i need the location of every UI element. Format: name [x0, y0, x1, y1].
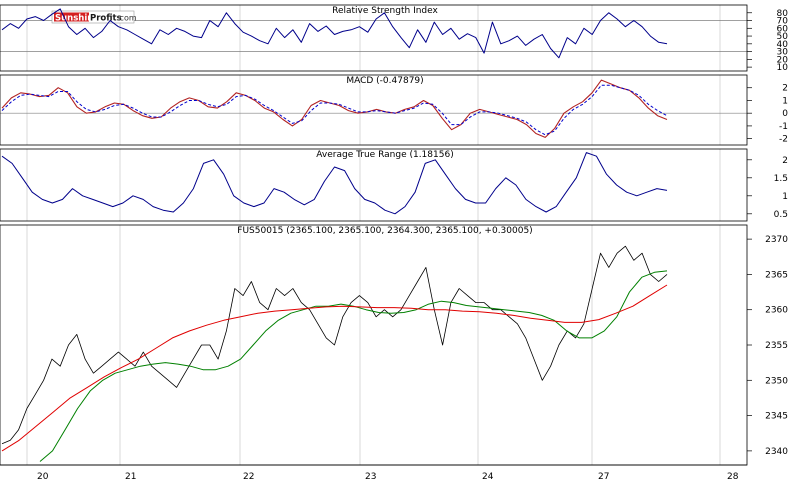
y-tick-label: 2350 — [765, 376, 788, 386]
moving-average-short-line — [39, 270, 668, 462]
rsi-title: Relative Strength Index — [332, 6, 438, 16]
y-tick-label: 2 — [782, 156, 788, 166]
y-tick-label: 2345 — [765, 412, 788, 422]
y-tick-label: 20 — [777, 55, 789, 65]
y-tick-label: 2370 — [765, 235, 788, 245]
x-tick-label-20: 20 — [37, 472, 49, 482]
x-tick-label-22: 22 — [243, 472, 254, 482]
rsi-line — [1, 8, 668, 59]
macd-line — [1, 79, 668, 138]
y-tick-label: 0.5 — [774, 210, 788, 220]
y-tick-label: 2360 — [765, 306, 788, 316]
y-tick-label: 1 — [782, 96, 788, 106]
rsi-panel-frame — [0, 4, 748, 72]
y-tick-label: -2 — [779, 135, 788, 145]
series-layer — [1, 8, 668, 462]
atr-panel-frame — [0, 148, 748, 222]
x-tick-label-23: 23 — [365, 472, 376, 482]
y-tick-label: 0 — [782, 109, 788, 119]
y-tick-label: 2365 — [765, 270, 788, 280]
x-tick-label-28: 28 — [727, 472, 739, 482]
y-tick-label: 2355 — [765, 341, 788, 351]
y-tick-label: 60 — [777, 24, 789, 34]
atr-title: Average True Range (1.18156) — [316, 150, 453, 160]
logo-text-sunshine: Sunshine — [55, 14, 99, 24]
logo-text-com: .com — [117, 14, 137, 23]
x-axis: 20 21 22 23 24 27 28 — [0, 464, 747, 482]
sunshine-profits-logo: Sunshine Profits .com — [51, 10, 137, 24]
y-tick-label: 70 — [777, 17, 789, 27]
macd-signal-line — [1, 84, 668, 136]
grid-lines — [0, 5, 747, 465]
x-tick-label-27: 27 — [598, 472, 609, 482]
macd-title: MACD (-0.47879) — [346, 76, 423, 86]
x-tick-label-21: 21 — [125, 472, 136, 482]
y-tick-label: 30 — [777, 48, 789, 58]
y-tick-label: 2340 — [765, 447, 788, 457]
macd-panel-frame — [0, 74, 748, 146]
y-tick-label: 50 — [777, 32, 789, 42]
price-line — [1, 245, 668, 445]
logo-text-profits: Profits — [90, 14, 122, 24]
y-tick-label: 1 — [782, 192, 788, 202]
atr-line — [1, 152, 668, 215]
y-tick-label: 80 — [777, 9, 789, 19]
y-tick-label: 40 — [777, 40, 789, 50]
y-tick-label: 2 — [782, 84, 788, 94]
y-tick-label: 1.5 — [774, 174, 788, 184]
moving-average-long-line — [1, 284, 668, 452]
y-tick-label: -1 — [779, 122, 788, 132]
x-tick-label-24: 24 — [482, 472, 494, 482]
price-title: FUS50015 (2365.100, 2365.100, 2364.300, … — [237, 226, 532, 236]
price-panel-frame — [0, 224, 748, 466]
y-tick-label: 10 — [777, 63, 789, 73]
